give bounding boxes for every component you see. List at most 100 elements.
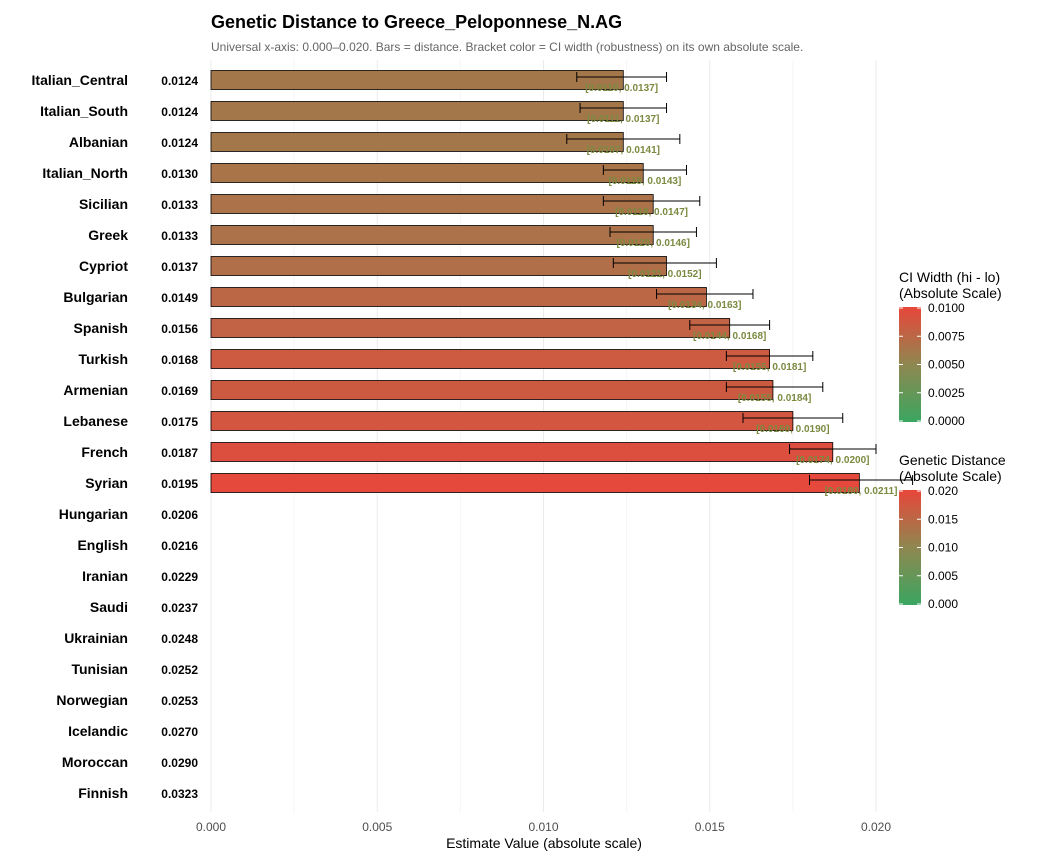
bar: [210, 318, 731, 338]
distance-value-label: 0.0323: [161, 787, 198, 801]
population-label: Bulgarian: [63, 289, 128, 305]
legend-title: (Absolute Scale): [899, 285, 1002, 301]
distance-value-label: 0.0253: [161, 694, 198, 708]
distance-value-label: 0.0168: [161, 353, 198, 367]
population-label: Italian_North: [42, 165, 128, 181]
population-label: Sicilian: [79, 196, 128, 212]
distance-value-label: 0.0133: [161, 198, 198, 212]
population-label: Norwegian: [56, 692, 128, 708]
bar: [210, 163, 644, 183]
x-tick-label: 0.005: [362, 820, 392, 834]
ci-label: [0.0155, 0.0181]: [733, 362, 806, 373]
ci-label: [0.0107, 0.0141]: [587, 145, 660, 156]
population-label: Syrian: [85, 475, 128, 491]
distance-value-label: 0.0290: [161, 756, 198, 770]
population-label: Saudi: [90, 599, 128, 615]
legend-tick-label: 0.020: [928, 484, 958, 498]
bar: [210, 473, 860, 493]
population-label: Hungarian: [59, 506, 128, 522]
ci-label: [0.0111, 0.0137]: [587, 114, 659, 125]
legend-tick-label: 0.0000: [928, 414, 965, 428]
distance-value-label: 0.0149: [161, 291, 198, 305]
ci-label: [0.0121, 0.0152]: [628, 269, 701, 280]
distance-value-label: 0.0195: [161, 477, 198, 491]
bar: [210, 442, 834, 462]
distance-value-label: 0.0156: [161, 322, 198, 336]
distance-value-label: 0.0248: [161, 632, 198, 646]
population-label: Greek: [88, 227, 128, 243]
distance-value-label: 0.0206: [161, 508, 198, 522]
ci-label: [0.0110, 0.0137]: [585, 83, 658, 94]
bar: [210, 132, 624, 152]
legend-title: Genetic Distance: [899, 452, 1006, 468]
legend-tick-label: 0.005: [928, 569, 958, 583]
ci-label: [0.0118, 0.0147]: [615, 207, 688, 218]
legend-tick-label: 0.0025: [928, 386, 965, 400]
bar: [210, 411, 794, 431]
legend-tick-label: 0.0075: [928, 329, 965, 343]
population-label: Italian_Central: [32, 72, 128, 88]
population-label: Cypriot: [79, 258, 128, 274]
bar: [210, 287, 707, 307]
population-label: English: [77, 537, 128, 553]
population-label: Spanish: [74, 320, 128, 336]
population-label: Turkish: [78, 351, 128, 367]
population-label: Icelandic: [68, 723, 128, 739]
ci-label: [0.0155, 0.0184]: [738, 393, 811, 404]
ci-label: [0.0118, 0.0143]: [608, 176, 681, 187]
grid: [210, 60, 877, 812]
distance-value-label: 0.0137: [161, 260, 198, 274]
distance-value-label: 0.0216: [161, 539, 198, 553]
x-tick-label: 0.015: [695, 820, 725, 834]
bar: [210, 380, 774, 400]
legend-tick-label: 0.0050: [928, 358, 965, 372]
x-axis-title: Estimate Value (absolute scale): [446, 835, 642, 851]
distance-value-label: 0.0130: [161, 167, 198, 181]
bars: [210, 70, 914, 493]
population-label: Italian_South: [40, 103, 128, 119]
legend-title: CI Width (hi - lo): [899, 269, 1000, 285]
legend-tick-label: 0.010: [928, 541, 958, 555]
population-label: Albanian: [69, 134, 128, 150]
population-label: French: [81, 444, 128, 460]
labels: Italian_Central 0.0124 [0.0110, 0.0137] Ita…: [32, 72, 898, 801]
bar: [210, 70, 624, 90]
legend-color-bar: [899, 307, 921, 422]
bar: [210, 101, 624, 121]
legend-color-bar: [899, 490, 921, 605]
x-tick-label: 0.010: [528, 820, 558, 834]
bar: [210, 194, 654, 214]
bar: [210, 349, 770, 369]
distance-value-label: 0.0133: [161, 229, 198, 243]
distance-value-label: 0.0270: [161, 725, 198, 739]
bar: [210, 256, 667, 276]
population-label: Lebanese: [63, 413, 128, 429]
distance-value-label: 0.0229: [161, 570, 198, 584]
x-axis: 0.000 0.005 0.010 0.015 0.020: [196, 820, 891, 834]
distance-value-label: 0.0237: [161, 601, 198, 615]
population-label: Iranian: [82, 568, 128, 584]
population-label: Finnish: [78, 785, 128, 801]
distance-value-label: 0.0175: [161, 415, 198, 429]
legend-title: (Absolute Scale): [899, 468, 1002, 484]
ci-label: [0.0134, 0.0163]: [668, 300, 741, 311]
chart-subtitle: Universal x-axis: 0.000–0.020. Bars = di…: [211, 40, 803, 54]
distance-value-label: 0.0124: [161, 74, 198, 88]
legend-tick-label: 0.015: [928, 512, 958, 526]
bar: [210, 225, 654, 245]
x-tick-label: 0.020: [861, 820, 891, 834]
distance-value-label: 0.0187: [161, 446, 198, 460]
distance-value-label: 0.0124: [161, 136, 198, 150]
legend-tick-label: 0.0100: [928, 301, 965, 315]
legends: CI Width (hi - lo)(Absolute Scale)0.0100…: [899, 269, 1006, 611]
population-label: Armenian: [63, 382, 128, 398]
ci-label: [0.0174, 0.0200]: [796, 455, 869, 466]
x-tick-label: 0.000: [196, 820, 226, 834]
ci-label: [0.0160, 0.0190]: [756, 424, 829, 435]
ci-label: [0.0144, 0.0168]: [693, 331, 766, 342]
chart-title: Genetic Distance to Greece_Peloponnese_N…: [211, 12, 622, 32]
population-label: Ukrainian: [64, 630, 128, 646]
population-label: Tunisian: [71, 661, 128, 677]
ci-label: [0.0120, 0.0146]: [617, 238, 690, 249]
legend-tick-label: 0.000: [928, 597, 958, 611]
